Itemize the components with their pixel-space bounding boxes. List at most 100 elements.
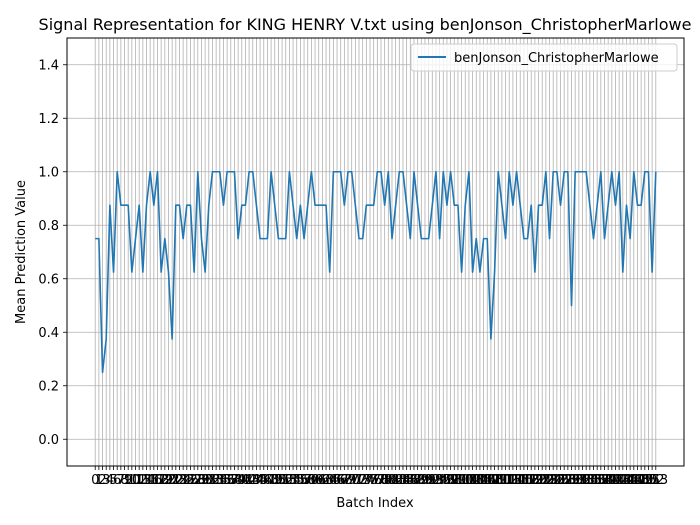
x-tick-label: 62 (314, 473, 331, 488)
x-tick-label: 128 (552, 473, 577, 488)
x-tick-label: 145 (614, 473, 639, 488)
x-tick-label: 123 (533, 473, 558, 488)
x-tick-label: 130 (559, 473, 584, 488)
x-tick-label: 151 (636, 473, 661, 488)
x-tick-label: 10 (124, 473, 141, 488)
x-tick-label: 13 (135, 473, 152, 488)
x-tick-label: 78 (373, 473, 390, 488)
y-tick-label: 1.0 (38, 165, 59, 180)
x-tick-label: 39 (230, 473, 247, 488)
x-tick-label: 87 (406, 473, 423, 488)
x-tick-label: 30 (197, 473, 214, 488)
x-tick-label: 85 (398, 473, 415, 488)
x-tick-label: 110 (486, 473, 511, 488)
x-tick-label: 129 (555, 473, 580, 488)
x-tick-label: 52 (277, 473, 294, 488)
x-tick-label: 91 (420, 473, 437, 488)
x-tick-label: 146 (618, 473, 643, 488)
x-tick-label: 4 (106, 473, 114, 488)
x-axis-label: Batch Index (336, 496, 414, 511)
x-tick-label: 133 (570, 473, 595, 488)
x-tick-label: 69 (340, 473, 357, 488)
x-tick-label: 14 (138, 473, 155, 488)
x-tick-label: 107 (475, 473, 500, 488)
x-tick-label: 124 (537, 473, 562, 488)
x-tick-label: 65 (325, 473, 342, 488)
x-tick-label: 37 (223, 473, 240, 488)
x-tick-label: 134 (574, 473, 599, 488)
x-tick-label: 23 (171, 473, 188, 488)
x-tick-label: 42 (241, 473, 258, 488)
x-tick-label: 44 (248, 473, 265, 488)
x-tick-label: 98 (446, 473, 463, 488)
y-tick-label: 0.0 (38, 433, 59, 448)
y-grid (67, 64, 684, 440)
y-tick-label: 0.2 (38, 379, 59, 394)
x-tick-label: 3 (102, 473, 110, 488)
x-tick-label: 55 (288, 473, 305, 488)
x-tick-label: 120 (522, 473, 547, 488)
x-tick-label: 49 (266, 473, 283, 488)
x-tick-label: 34 (212, 473, 229, 488)
x-tick-label: 127 (548, 473, 573, 488)
x-tick-label: 131 (563, 473, 588, 488)
chart-title: Signal Representation for KING HENRY V.t… (39, 15, 692, 35)
x-tick-label: 95 (435, 473, 452, 488)
x-tick-label: 144 (610, 473, 635, 488)
x-tick-label: 119 (519, 473, 544, 488)
x-tick-label: 60 (307, 473, 324, 488)
x-tick-label: 71 (347, 473, 364, 488)
x-tick-label: 56 (292, 473, 309, 488)
x-tick-label: 6 (113, 473, 121, 488)
x-tick-label: 5 (109, 473, 117, 488)
x-tick-label: 48 (263, 473, 280, 488)
x-tick-label: 115 (504, 473, 529, 488)
legend-label: benJonson_ChristopherMarlowe (454, 51, 659, 66)
x-tick-label: 132 (566, 473, 591, 488)
y-ticks: 0.0 0.2 0.4 0.6 0.8 1.0 1.2 1.4 (38, 58, 67, 448)
x-tick-label: 47 (259, 473, 276, 488)
x-tick-label: 140 (596, 473, 621, 488)
x-tick-label: 33 (208, 473, 225, 488)
x-tick-label: 45 (252, 473, 269, 488)
x-tick-label: 90 (417, 473, 434, 488)
x-tick-label: 15 (142, 473, 159, 488)
x-tick-label: 126 (544, 473, 569, 488)
x-tick-label: 61 (310, 473, 327, 488)
x-tick-label: 94 (431, 473, 448, 488)
x-tick-label: 99 (450, 473, 467, 488)
x-tick-label: 114 (500, 473, 525, 488)
x-tick-label: 88 (409, 473, 426, 488)
x-tick-label: 150 (632, 473, 657, 488)
x-tick-label: 64 (321, 473, 338, 488)
x-tick-label: 137 (585, 473, 610, 488)
x-tick-label: 32 (204, 473, 221, 488)
y-tick-label: 0.4 (38, 326, 59, 341)
x-tick-label: 109 (482, 473, 507, 488)
x-tick-label: 26 (182, 473, 199, 488)
x-tick-label: 89 (413, 473, 430, 488)
x-tick-label: 122 (530, 473, 555, 488)
x-tick-label: 108 (478, 473, 503, 488)
x-tick-label: 19 (157, 473, 174, 488)
x-tick-label: 9 (124, 473, 132, 488)
x-tick-label: 51 (274, 473, 291, 488)
x-tick-label: 11 (127, 473, 144, 488)
x-tick-label: 24 (175, 473, 192, 488)
x-tick-label: 54 (285, 473, 302, 488)
x-tick-label: 2 (98, 473, 106, 488)
x-tick-label: 17 (149, 473, 166, 488)
x-tick-label: 112 (493, 473, 518, 488)
series-line (95, 170, 657, 374)
x-tick-label: 68 (336, 473, 353, 488)
y-tick-label: 0.8 (38, 219, 59, 234)
x-tick-label: 80 (380, 473, 397, 488)
x-tick-label: 100 (449, 473, 474, 488)
x-tick-label: 21 (164, 473, 181, 488)
x-tick-label: 142 (603, 473, 628, 488)
x-tick-label: 113 (497, 473, 522, 488)
x-tick-label: 105 (468, 473, 493, 488)
y-axis-label: Mean Prediction Value (14, 180, 29, 324)
x-ticks: 0123456789101112131415161718192021222324… (91, 466, 668, 488)
x-tick-label: 46 (255, 473, 272, 488)
